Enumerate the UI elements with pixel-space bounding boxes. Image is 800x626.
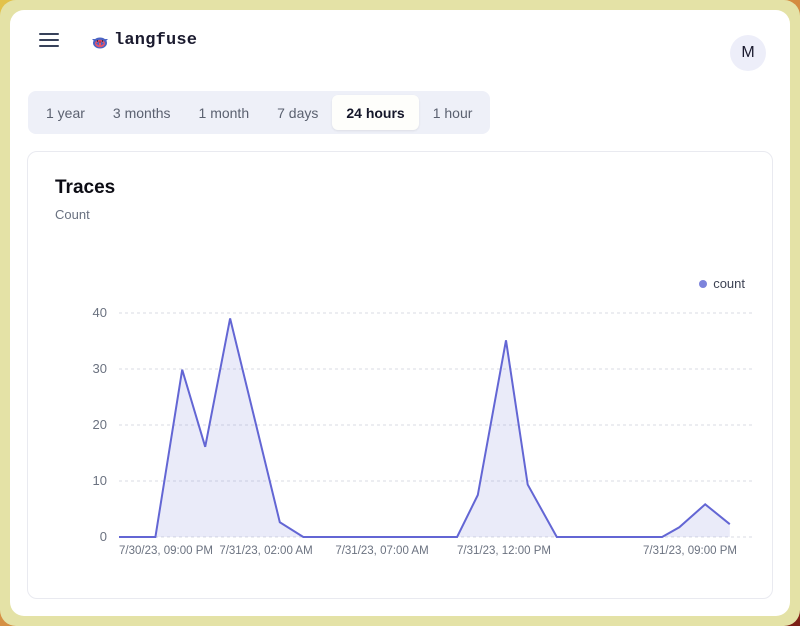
svg-text:20: 20 xyxy=(93,417,107,432)
svg-text:7/31/23, 07:00 AM: 7/31/23, 07:00 AM xyxy=(335,545,428,557)
svg-text:30: 30 xyxy=(93,361,107,376)
svg-text:40: 40 xyxy=(93,305,107,320)
svg-text:7/30/23, 09:00 PM: 7/30/23, 09:00 PM xyxy=(119,545,213,557)
svg-text:7/31/23, 02:00 AM: 7/31/23, 02:00 AM xyxy=(219,545,312,557)
svg-text:7/31/23, 12:00 PM: 7/31/23, 12:00 PM xyxy=(457,545,551,557)
svg-text:0: 0 xyxy=(100,529,107,544)
svg-text:10: 10 xyxy=(93,473,107,488)
svg-text:7/31/23, 09:00 PM: 7/31/23, 09:00 PM xyxy=(643,545,737,557)
